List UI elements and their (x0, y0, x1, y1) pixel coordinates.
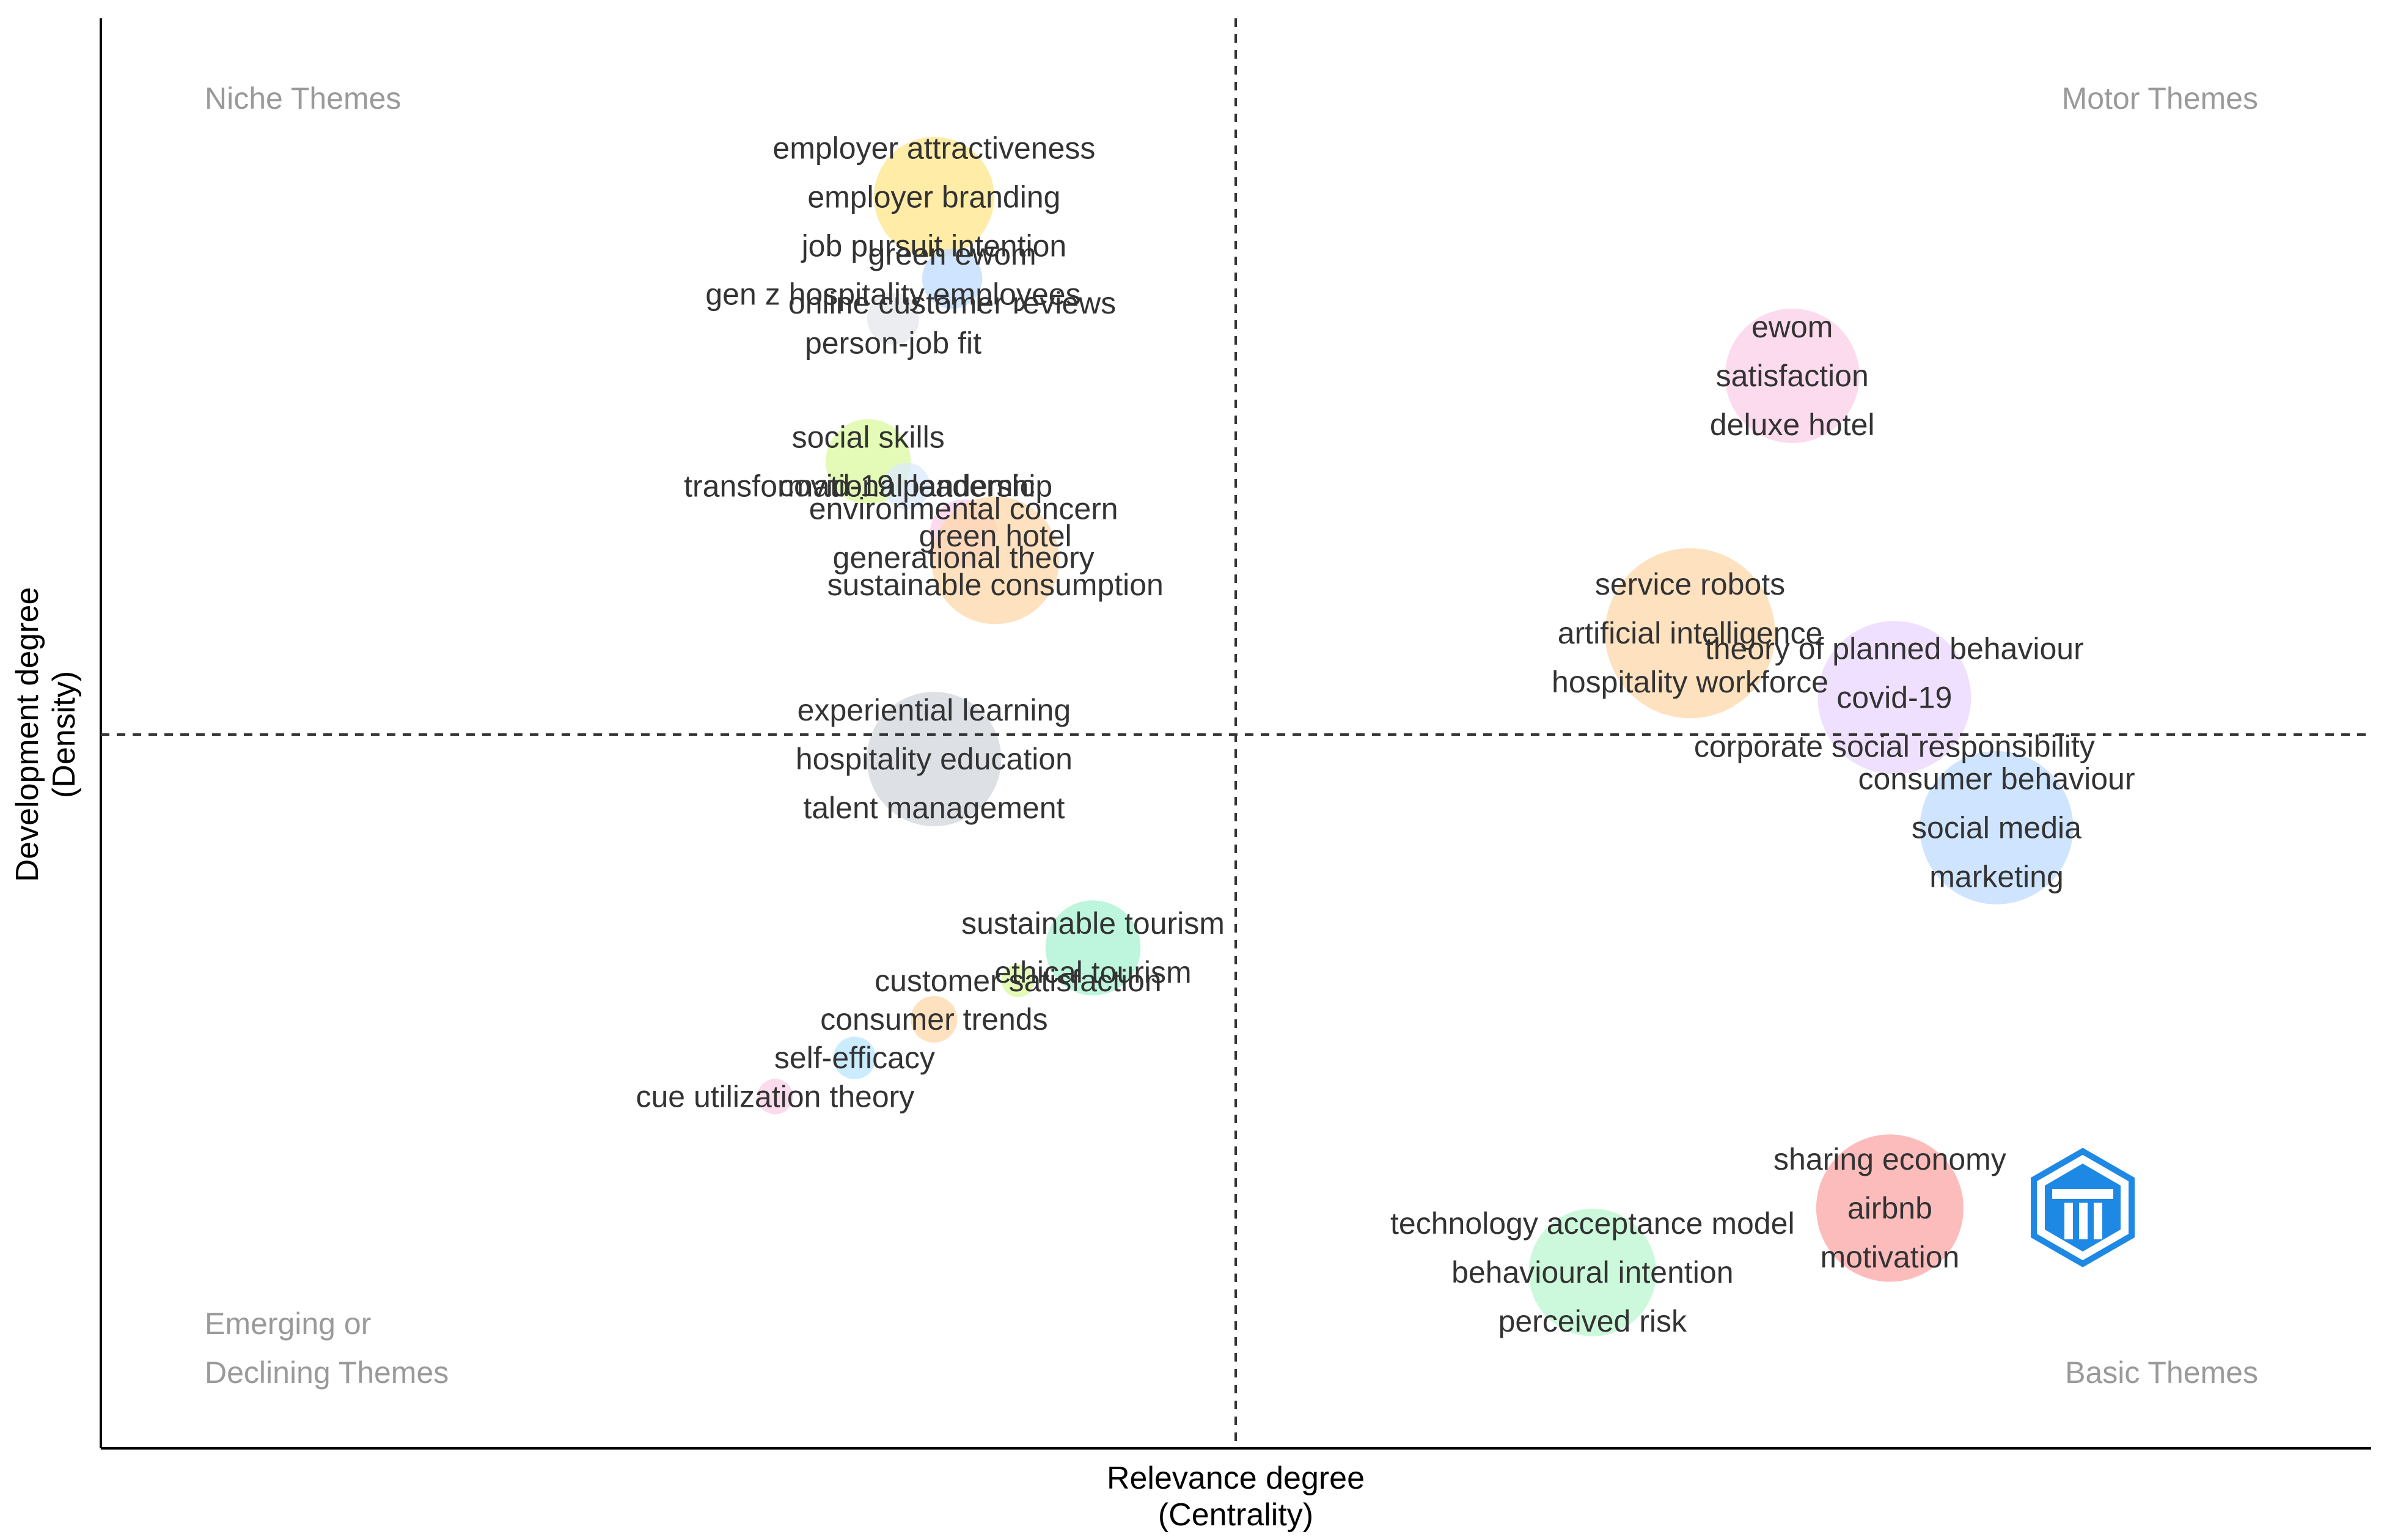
cluster-bubble (1002, 964, 1035, 997)
cluster-label: social media (1912, 810, 2081, 845)
cluster-label: consumer trends (820, 1002, 1047, 1036)
x-axis-title: Relevance degree (1107, 1461, 1365, 1496)
bubble-layer (757, 137, 2074, 1336)
y-axis-title: Development degree (10, 587, 45, 882)
cluster-label: self-efficacy (774, 1041, 935, 1075)
cluster-label: consumer behaviour (1858, 761, 2135, 796)
cluster-label: sustainable consumption (827, 568, 1164, 602)
cluster-bubble (1528, 1208, 1657, 1336)
cluster-bubble (883, 463, 930, 510)
cluster-label: perceived risk (1498, 1304, 1687, 1338)
cluster-bubble (1817, 621, 1971, 774)
cluster-label: ewom (1751, 310, 1833, 344)
cluster-label: behavioural intention (1451, 1255, 1733, 1289)
cluster-bubble (1725, 309, 1860, 443)
cluster-label-layer: employer attractiveness employer branding… (636, 131, 2135, 1339)
cluster-label: hospitality education (796, 742, 1073, 776)
quadrant-niche-label: Niche Themes (205, 81, 401, 116)
cluster-label: environmental concern (809, 491, 1118, 526)
cluster-label: hospitality workforce (1552, 665, 1828, 699)
cluster-label: sharing economy (1773, 1142, 2006, 1176)
cluster-label: covid-19 (1836, 681, 1952, 715)
x-axis-subtitle: (Centrality) (1158, 1497, 1313, 1533)
cluster-bubble (1045, 900, 1141, 996)
cluster-label: online customer reviews (788, 286, 1116, 320)
cluster-bubble (922, 248, 983, 309)
bibliometrix-logo (2031, 1148, 2135, 1267)
cluster-label: marketing (1929, 859, 2064, 893)
cluster-label: generational theory (833, 540, 1095, 574)
cluster-bubble (911, 996, 958, 1043)
cluster-label: satisfaction (1716, 359, 1869, 393)
cluster-label: employer branding (807, 180, 1060, 215)
cluster-label: experiential learning (798, 693, 1071, 727)
cluster-label: technology acceptance model (1390, 1206, 1795, 1241)
cluster-bubble (833, 1036, 876, 1079)
cluster-label: motivation (1820, 1240, 1959, 1274)
cluster-label: job pursuit intention (801, 229, 1067, 263)
cluster-label: artificial intelligence (1558, 616, 1823, 650)
quadrant-basic-label: Basic Themes (2065, 1355, 2258, 1390)
y-axis-subtitle: (Density) (46, 671, 82, 798)
cluster-label: theory of planned behaviour (1705, 632, 2084, 666)
cluster-label: sustainable tourism (961, 906, 1225, 941)
cluster-label: green hotel (919, 519, 1072, 553)
quadrant-emerging-label-line1: Emerging or (205, 1307, 371, 1341)
cluster-label: corporate social responsibility (1694, 730, 2095, 764)
cluster-bubble (757, 1079, 793, 1115)
cluster-bubble (1920, 751, 2074, 904)
cluster-label: person-job fit (805, 326, 981, 360)
cluster-label: customer satisfaction (875, 964, 1162, 998)
cluster-bubble (874, 137, 994, 257)
cluster-label: employer attractiveness (772, 131, 1095, 166)
cluster-label: ethical tourism (994, 955, 1191, 989)
cluster-label: service robots (1595, 567, 1785, 601)
quadrant-emerging-label-line2: Declining Themes (205, 1355, 449, 1390)
cluster-bubble (931, 496, 1060, 625)
cluster-bubble (867, 292, 920, 345)
cluster-label: airbnb (1847, 1191, 1932, 1225)
cluster-bubble (1816, 1134, 1964, 1282)
cluster-label: social skills (792, 420, 945, 454)
cluster-label: transformational leadership (684, 469, 1052, 503)
cluster-label: cue utilization theory (636, 1079, 914, 1113)
cluster-label: talent management (803, 791, 1065, 825)
quadrant-motor-label: Motor Themes (2062, 81, 2258, 116)
cluster-bubble (867, 692, 1002, 827)
cluster-label: covid-19 pandemic (779, 469, 1035, 503)
cluster-label: gen z hospitality employees (705, 277, 1080, 311)
cluster-label: green ewom (868, 237, 1036, 271)
cluster-label: deluxe hotel (1710, 408, 1875, 442)
cluster-bubble (1605, 548, 1775, 719)
